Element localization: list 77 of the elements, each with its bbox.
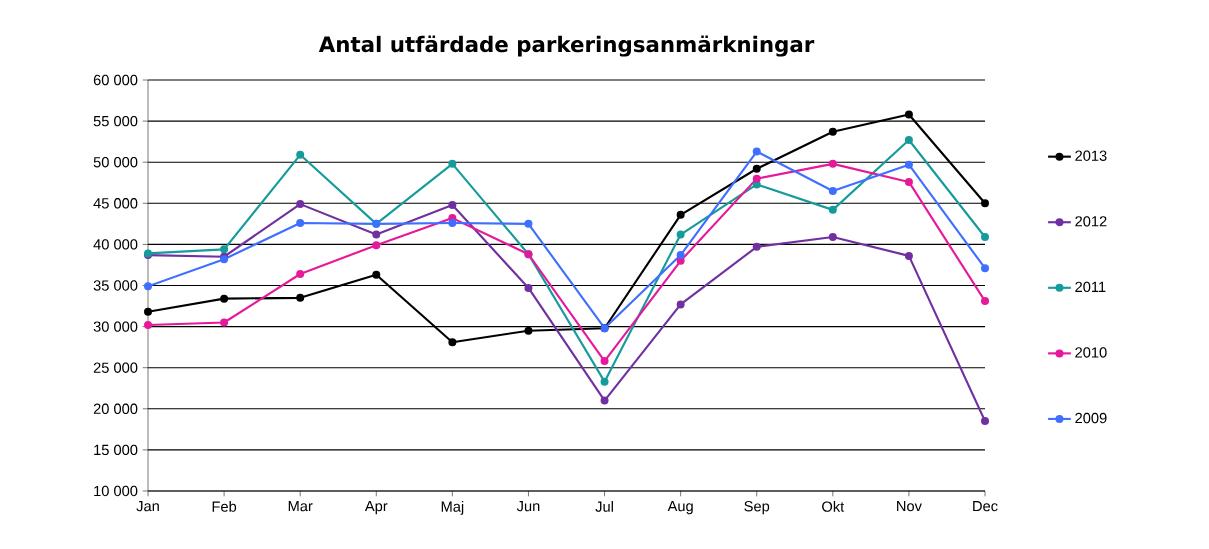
legend-label: 2010	[1075, 347, 1107, 358]
point	[676, 230, 685, 239]
legend-label: 2011	[1075, 281, 1106, 293]
x-tick-label: Aug	[667, 501, 693, 515]
point	[828, 127, 837, 136]
y-tick-label: 25 000	[93, 362, 138, 373]
legend-label: 2013	[1075, 150, 1107, 161]
x-tick-label: Feb	[212, 501, 237, 512]
x-tick-label: Jul	[595, 501, 613, 512]
point	[372, 230, 381, 239]
y-tick-label: 55 000	[93, 115, 138, 127]
point	[981, 232, 990, 241]
point	[828, 186, 837, 195]
point	[220, 245, 229, 254]
x-tick-label: Maj	[441, 501, 464, 515]
y-tick-label: 15 000	[94, 444, 138, 456]
point	[220, 318, 229, 327]
x-tick-label: Nov	[897, 501, 922, 512]
point	[676, 251, 685, 260]
point	[828, 159, 837, 168]
point	[828, 232, 837, 241]
point	[448, 159, 457, 168]
point	[600, 396, 609, 405]
y-tick-label: 35 000	[93, 280, 138, 291]
legend-label: 2012	[1075, 216, 1107, 227]
point	[676, 210, 685, 219]
point	[448, 338, 457, 347]
point	[144, 282, 153, 291]
x-tick-label: Jun	[516, 501, 540, 512]
point	[752, 147, 761, 156]
point	[904, 136, 913, 145]
point	[981, 297, 990, 306]
point	[448, 219, 457, 228]
y-tick-label: 20 000	[93, 403, 138, 414]
point	[981, 199, 990, 208]
x-tick-label: Dec	[973, 501, 998, 512]
x-tick-label: Okt	[822, 501, 845, 512]
point	[600, 377, 609, 386]
point	[144, 320, 153, 329]
point	[296, 293, 305, 302]
point	[752, 164, 761, 173]
point	[981, 264, 990, 273]
y-tick-label: 40 000	[93, 239, 138, 250]
point	[904, 177, 913, 186]
point	[144, 307, 153, 316]
point	[372, 270, 381, 279]
point	[296, 150, 305, 159]
point	[828, 205, 837, 214]
y-tick-label: 50 000	[93, 157, 138, 168]
point	[904, 110, 913, 119]
point	[676, 256, 685, 265]
x-tick-label: Jan	[136, 501, 159, 512]
point	[296, 200, 305, 209]
x-tick-label: Mar	[288, 501, 313, 512]
point	[220, 294, 229, 303]
point	[752, 242, 761, 251]
point	[981, 417, 990, 426]
point	[296, 219, 305, 228]
point	[676, 300, 685, 309]
chart-title: Antal utfärdade parkeringsanmärkningar	[318, 35, 815, 57]
point	[600, 357, 609, 366]
legend-label: 2009	[1075, 412, 1107, 424]
x-tick-label: Apr	[364, 501, 388, 515]
point	[904, 251, 913, 260]
point	[372, 241, 381, 250]
point	[524, 219, 533, 228]
y-tick-label: 10 000	[94, 485, 138, 497]
point	[752, 174, 761, 183]
point	[904, 160, 913, 169]
point	[296, 269, 305, 278]
x-tick-label: Sep	[744, 501, 770, 515]
y-tick-label: 60 000	[93, 74, 138, 86]
y-tick-label: 30 000	[93, 321, 138, 332]
point	[524, 283, 533, 292]
point	[524, 326, 533, 335]
y-tick-label: 45 000	[93, 198, 138, 209]
point	[448, 200, 457, 209]
